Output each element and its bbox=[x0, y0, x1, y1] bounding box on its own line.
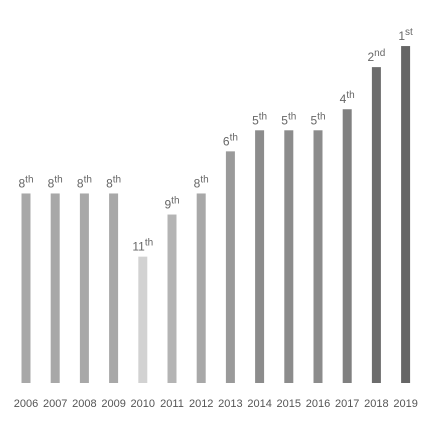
bar bbox=[21, 193, 31, 383]
bar bbox=[196, 193, 206, 383]
value-label: 6th bbox=[223, 132, 238, 148]
bar bbox=[342, 109, 352, 383]
bar bbox=[109, 193, 119, 383]
value-label: 9th bbox=[164, 196, 179, 212]
x-tick-label: 2015 bbox=[277, 398, 301, 410]
value-label: 1st bbox=[398, 27, 413, 43]
x-tick-label: 2017 bbox=[335, 398, 359, 410]
value-label: 11th bbox=[132, 238, 153, 254]
x-tick-label: 2010 bbox=[131, 398, 155, 410]
value-label: 5th bbox=[281, 111, 296, 127]
x-tick-label: 2008 bbox=[72, 398, 96, 410]
bar bbox=[313, 130, 323, 383]
x-tick-label: 2012 bbox=[189, 398, 213, 410]
x-tick-label: 2016 bbox=[306, 398, 330, 410]
x-tick-label: 2014 bbox=[247, 398, 271, 410]
x-tick-label: 2013 bbox=[218, 398, 242, 410]
value-label: 5th bbox=[252, 111, 267, 127]
value-label: 8th bbox=[18, 174, 33, 190]
bar bbox=[284, 130, 294, 383]
x-tick-label: 2011 bbox=[160, 398, 184, 410]
value-label: 4th bbox=[340, 90, 355, 106]
x-tick-label: 2006 bbox=[14, 398, 38, 410]
x-tick-label: 2018 bbox=[364, 398, 388, 410]
value-label: 8th bbox=[48, 174, 63, 190]
bar bbox=[79, 193, 89, 383]
x-tick-label: 2009 bbox=[101, 398, 125, 410]
value-label: 5th bbox=[310, 111, 325, 127]
bar bbox=[138, 256, 148, 383]
x-tick-label: 2007 bbox=[43, 398, 67, 410]
value-label: 8th bbox=[194, 174, 209, 190]
bar bbox=[371, 67, 381, 383]
bar bbox=[255, 130, 265, 383]
bar bbox=[225, 151, 235, 383]
value-label: 8th bbox=[77, 174, 92, 190]
value-label: 2nd bbox=[367, 48, 385, 64]
value-label: 8th bbox=[106, 174, 121, 190]
x-tick-label: 2019 bbox=[393, 398, 417, 410]
bar bbox=[401, 46, 411, 383]
bar bbox=[50, 193, 60, 383]
bar bbox=[167, 214, 177, 383]
